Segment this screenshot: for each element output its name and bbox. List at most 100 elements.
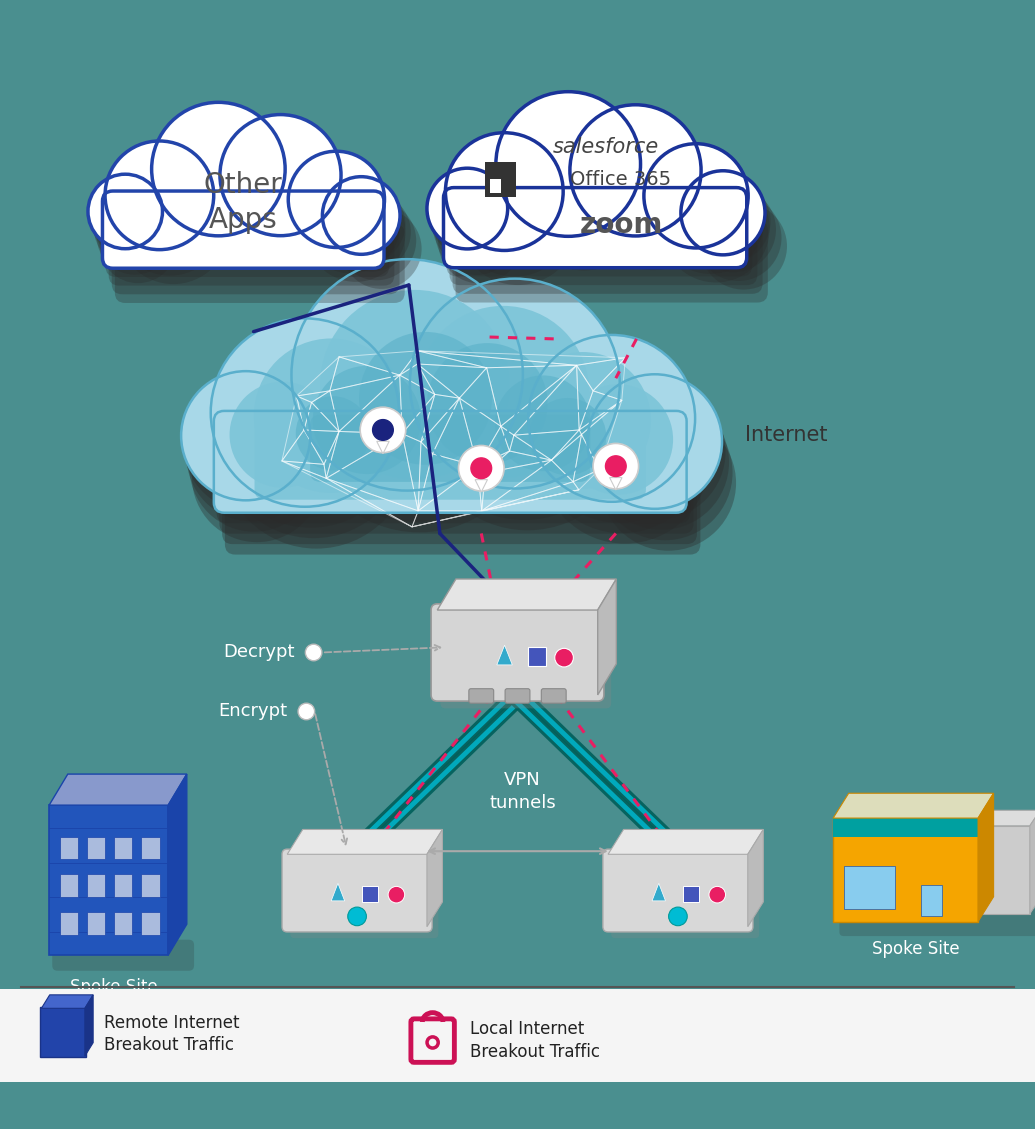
Circle shape: [117, 172, 230, 285]
Circle shape: [653, 159, 759, 265]
Circle shape: [388, 886, 405, 903]
Circle shape: [293, 159, 390, 256]
Circle shape: [342, 209, 421, 289]
Circle shape: [422, 320, 633, 531]
Circle shape: [573, 112, 706, 245]
Circle shape: [426, 168, 507, 248]
Circle shape: [578, 120, 711, 253]
FancyBboxPatch shape: [59, 874, 79, 898]
FancyBboxPatch shape: [310, 414, 590, 482]
Polygon shape: [497, 646, 512, 665]
Circle shape: [417, 306, 589, 478]
FancyBboxPatch shape: [59, 837, 79, 859]
Circle shape: [597, 405, 733, 540]
Circle shape: [166, 132, 303, 270]
FancyBboxPatch shape: [49, 805, 168, 955]
Circle shape: [296, 396, 369, 471]
Circle shape: [588, 375, 722, 509]
Circle shape: [457, 164, 579, 285]
Circle shape: [327, 185, 406, 263]
FancyBboxPatch shape: [839, 909, 1035, 936]
Circle shape: [359, 332, 492, 465]
FancyBboxPatch shape: [0, 989, 1035, 1082]
Circle shape: [151, 103, 285, 236]
Circle shape: [91, 182, 166, 257]
Polygon shape: [41, 995, 93, 1008]
Circle shape: [570, 105, 701, 236]
FancyBboxPatch shape: [441, 613, 611, 708]
Circle shape: [538, 366, 706, 533]
Circle shape: [288, 151, 384, 247]
Circle shape: [605, 456, 626, 476]
FancyBboxPatch shape: [490, 180, 501, 193]
Circle shape: [506, 114, 654, 262]
Circle shape: [332, 193, 411, 272]
Circle shape: [413, 289, 623, 499]
Circle shape: [410, 279, 620, 489]
FancyBboxPatch shape: [106, 199, 389, 277]
Text: Internet: Internet: [745, 426, 828, 445]
Circle shape: [213, 329, 403, 517]
Circle shape: [541, 376, 709, 543]
Circle shape: [320, 290, 510, 480]
FancyBboxPatch shape: [431, 604, 604, 701]
Circle shape: [586, 134, 721, 270]
Circle shape: [224, 122, 346, 244]
Circle shape: [495, 376, 591, 471]
FancyBboxPatch shape: [255, 412, 646, 500]
Text: Decrypt: Decrypt: [224, 644, 295, 662]
Circle shape: [430, 176, 511, 257]
Circle shape: [348, 907, 366, 926]
Circle shape: [114, 164, 226, 275]
FancyBboxPatch shape: [968, 825, 1030, 913]
Circle shape: [528, 335, 696, 501]
Circle shape: [459, 446, 504, 491]
Circle shape: [232, 138, 356, 261]
FancyBboxPatch shape: [59, 912, 79, 935]
FancyBboxPatch shape: [112, 216, 400, 295]
Circle shape: [503, 106, 650, 253]
Circle shape: [322, 176, 400, 254]
Text: Office 365: Office 365: [570, 170, 672, 189]
FancyBboxPatch shape: [443, 187, 747, 268]
Circle shape: [300, 289, 533, 522]
Circle shape: [230, 382, 335, 488]
FancyBboxPatch shape: [40, 1007, 86, 1057]
Circle shape: [360, 408, 406, 453]
Circle shape: [499, 99, 645, 245]
Circle shape: [555, 648, 573, 667]
Circle shape: [686, 178, 770, 263]
FancyBboxPatch shape: [114, 912, 132, 935]
FancyBboxPatch shape: [219, 431, 693, 534]
FancyBboxPatch shape: [469, 689, 494, 703]
Circle shape: [297, 279, 529, 511]
FancyBboxPatch shape: [452, 212, 763, 294]
Circle shape: [451, 148, 571, 268]
FancyBboxPatch shape: [223, 441, 697, 544]
FancyBboxPatch shape: [282, 849, 432, 931]
Circle shape: [216, 339, 405, 527]
FancyBboxPatch shape: [87, 837, 106, 859]
FancyBboxPatch shape: [141, 837, 159, 859]
Text: salesforce: salesforce: [553, 138, 658, 157]
Circle shape: [471, 458, 492, 479]
Circle shape: [305, 645, 322, 660]
FancyBboxPatch shape: [114, 874, 132, 898]
Circle shape: [436, 192, 518, 274]
Polygon shape: [968, 811, 1035, 825]
Circle shape: [94, 190, 170, 266]
Circle shape: [186, 392, 316, 522]
FancyBboxPatch shape: [216, 421, 690, 523]
Circle shape: [594, 395, 729, 530]
Polygon shape: [610, 478, 622, 490]
FancyBboxPatch shape: [602, 849, 753, 931]
Circle shape: [535, 356, 702, 523]
Circle shape: [701, 203, 787, 290]
Text: Remote Internet
Breakout Traffic: Remote Internet Breakout Traffic: [104, 1014, 239, 1054]
Circle shape: [696, 195, 781, 281]
Circle shape: [219, 349, 408, 539]
FancyBboxPatch shape: [290, 857, 439, 938]
Circle shape: [292, 260, 523, 491]
Polygon shape: [598, 579, 617, 695]
FancyBboxPatch shape: [505, 689, 530, 703]
